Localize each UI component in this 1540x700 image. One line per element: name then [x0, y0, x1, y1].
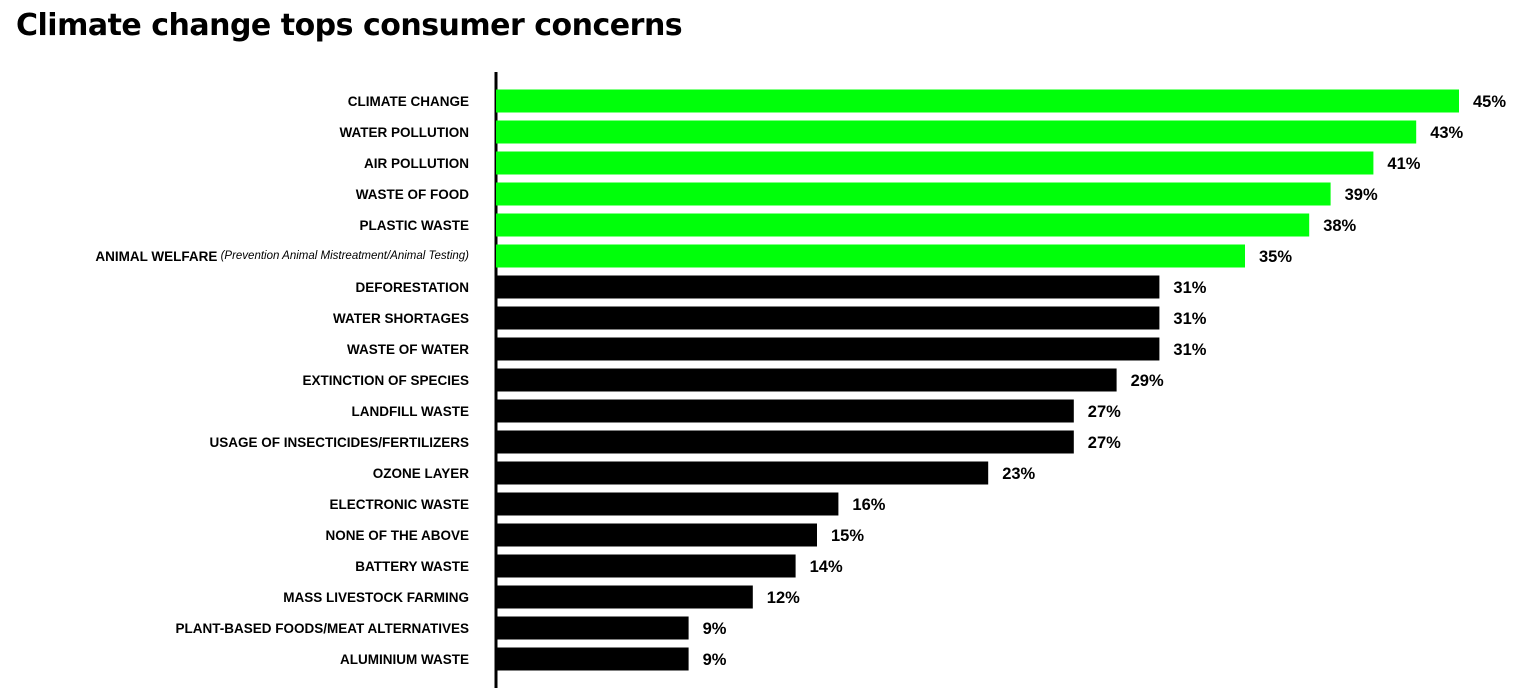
bar-water-shortages — [496, 306, 1160, 330]
bar-extinction-of-species — [496, 368, 1117, 392]
category-label-plastic-waste: PLASTIC WASTE — [359, 218, 469, 233]
value-label-aluminium-waste: 9% — [703, 651, 727, 669]
category-label-climate-change: CLIMATE CHANGE — [348, 94, 469, 109]
bar-water-pollution — [496, 120, 1417, 144]
category-label-usage-of-insecticides-fertilizers: USAGE OF INSECTICIDES/FERTILIZERS — [209, 435, 469, 450]
category-label-ozone-layer: OZONE LAYER — [373, 466, 470, 481]
category-label-waste-of-water: WASTE OF WATER — [347, 342, 469, 357]
category-label-plant-based-foods-meat-alternatives: PLANT-BASED FOODS/MEAT ALTERNATIVES — [176, 621, 470, 636]
value-labels-group: 45% 43% 41% 39% 38% 35% 31% 31% 31% 29% 27% 27% 23% 1… — [703, 93, 1507, 669]
bar-battery-waste — [496, 554, 796, 578]
category-label-water-pollution: WATER POLLUTION — [340, 125, 470, 140]
bar-electronic-waste — [496, 492, 839, 516]
bar-ozone-layer — [496, 461, 989, 485]
bar-waste-of-water — [496, 337, 1160, 361]
value-label-climate-change: 45% — [1473, 93, 1506, 111]
category-label-animal-welfare: ANIMAL WELFARE (Prevention Animal Mistre… — [95, 249, 469, 264]
value-label-usage-of-insecticides-fertilizers: 27% — [1088, 434, 1121, 452]
bar-mass-livestock-farming — [496, 585, 753, 609]
category-note-animal-welfare: (Prevention Animal Mistreatment/Animal T… — [217, 250, 469, 262]
category-label-battery-waste: BATTERY WASTE — [355, 559, 469, 574]
category-label-electronic-waste: ELECTRONIC WASTE — [329, 497, 469, 512]
value-label-none-of-the-above: 15% — [831, 527, 864, 545]
value-label-water-shortages: 31% — [1173, 310, 1206, 328]
chart-title: Climate change tops consumer concerns — [16, 8, 683, 43]
value-label-plastic-waste: 38% — [1323, 217, 1356, 235]
category-label-none-of-the-above: NONE OF THE ABOVE — [325, 528, 469, 543]
value-label-electronic-waste: 16% — [852, 496, 885, 514]
bar-climate-change — [496, 89, 1459, 113]
category-labels-group: CLIMATE CHANGE WATER POLLUTION AIR POLLUTI… — [95, 94, 469, 667]
bar-plant-based-foods-meat-alternatives — [496, 616, 689, 640]
value-label-waste-of-food: 39% — [1345, 186, 1378, 204]
category-label-extinction-of-species: EXTINCTION OF SPECIES — [302, 373, 469, 388]
value-label-landfill-waste: 27% — [1088, 403, 1121, 421]
value-label-extinction-of-species: 29% — [1131, 372, 1164, 390]
category-label-landfill-waste: LANDFILL WASTE — [352, 404, 470, 419]
value-label-air-pollution: 41% — [1387, 155, 1420, 173]
bar-landfill-waste — [496, 399, 1074, 423]
category-label-waste-of-food: WASTE OF FOOD — [356, 187, 469, 202]
value-label-animal-welfare: 35% — [1259, 248, 1292, 266]
bar-air-pollution — [496, 151, 1374, 175]
category-label-water-shortages: WATER SHORTAGES — [333, 311, 469, 326]
bar-aluminium-waste — [496, 647, 689, 671]
value-label-plant-based-foods-meat-alternatives: 9% — [703, 620, 727, 638]
bar-plastic-waste — [496, 213, 1310, 237]
bar-usage-of-insecticides-fertilizers — [496, 430, 1074, 454]
value-label-ozone-layer: 23% — [1002, 465, 1035, 483]
bars-group — [496, 89, 1459, 671]
category-label-air-pollution: AIR POLLUTION — [364, 156, 469, 171]
value-label-deforestation: 31% — [1173, 279, 1206, 297]
value-label-mass-livestock-farming: 12% — [767, 589, 800, 607]
bar-deforestation — [496, 275, 1160, 299]
bar-waste-of-food — [496, 182, 1331, 206]
bar-none-of-the-above — [496, 523, 817, 547]
bar-animal-welfare — [496, 244, 1245, 268]
category-label-mass-livestock-farming: MASS LIVESTOCK FARMING — [283, 590, 469, 605]
value-label-battery-waste: 14% — [810, 558, 843, 576]
value-label-waste-of-water: 31% — [1173, 341, 1206, 359]
value-label-water-pollution: 43% — [1430, 124, 1463, 142]
category-label-aluminium-waste: ALUMINIUM WASTE — [340, 652, 469, 667]
category-label-deforestation: DEFORESTATION — [356, 280, 470, 295]
